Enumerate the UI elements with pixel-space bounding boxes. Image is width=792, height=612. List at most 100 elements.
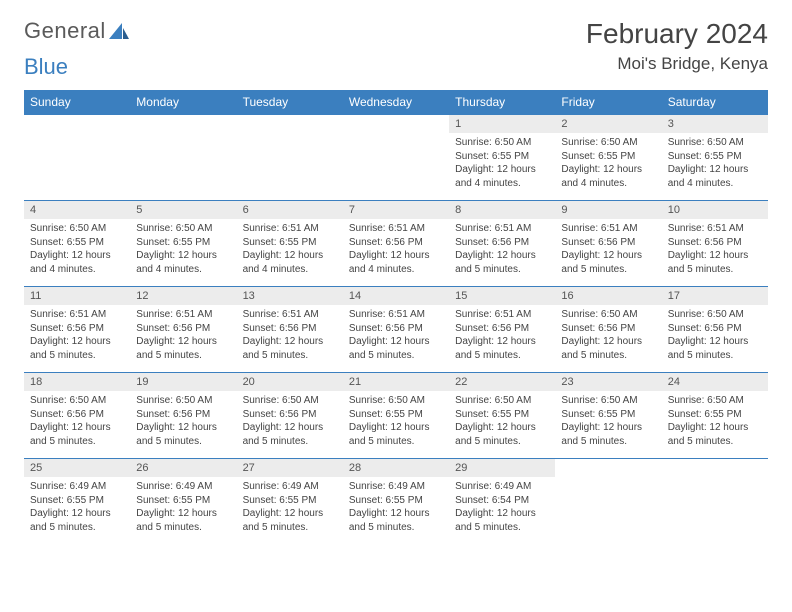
day-number: 2 [555, 115, 661, 133]
day-of-week-header: Wednesday [343, 90, 449, 114]
calendar-cell: 19Sunrise: 6:50 AMSunset: 6:56 PMDayligh… [130, 372, 236, 458]
calendar-cell [555, 458, 661, 544]
calendar-cell: 17Sunrise: 6:50 AMSunset: 6:56 PMDayligh… [662, 286, 768, 372]
day-number: 10 [662, 201, 768, 219]
day-number: 19 [130, 373, 236, 391]
day-info: Sunrise: 6:50 AMSunset: 6:55 PMDaylight:… [555, 133, 661, 196]
day-number: 24 [662, 373, 768, 391]
day-number: 14 [343, 287, 449, 305]
day-info: Sunrise: 6:50 AMSunset: 6:56 PMDaylight:… [130, 391, 236, 454]
day-of-week-header: Saturday [662, 90, 768, 114]
calendar-cell: 12Sunrise: 6:51 AMSunset: 6:56 PMDayligh… [130, 286, 236, 372]
day-number [662, 459, 768, 477]
day-number: 20 [237, 373, 343, 391]
day-info: Sunrise: 6:51 AMSunset: 6:56 PMDaylight:… [662, 219, 768, 282]
day-info: Sunrise: 6:49 AMSunset: 6:55 PMDaylight:… [343, 477, 449, 540]
day-info: Sunrise: 6:51 AMSunset: 6:56 PMDaylight:… [343, 219, 449, 282]
day-number [343, 115, 449, 133]
day-info: Sunrise: 6:50 AMSunset: 6:55 PMDaylight:… [130, 219, 236, 282]
day-info: Sunrise: 6:51 AMSunset: 6:55 PMDaylight:… [237, 219, 343, 282]
calendar-cell: 14Sunrise: 6:51 AMSunset: 6:56 PMDayligh… [343, 286, 449, 372]
day-info: Sunrise: 6:50 AMSunset: 6:55 PMDaylight:… [343, 391, 449, 454]
day-number: 28 [343, 459, 449, 477]
calendar-cell: 8Sunrise: 6:51 AMSunset: 6:56 PMDaylight… [449, 200, 555, 286]
calendar-cell: 4Sunrise: 6:50 AMSunset: 6:55 PMDaylight… [24, 200, 130, 286]
day-info: Sunrise: 6:50 AMSunset: 6:56 PMDaylight:… [555, 305, 661, 368]
calendar-grid: SundayMondayTuesdayWednesdayThursdayFrid… [24, 90, 768, 544]
day-info: Sunrise: 6:50 AMSunset: 6:55 PMDaylight:… [449, 133, 555, 196]
calendar-cell: 10Sunrise: 6:51 AMSunset: 6:56 PMDayligh… [662, 200, 768, 286]
day-number [130, 115, 236, 133]
day-info: Sunrise: 6:51 AMSunset: 6:56 PMDaylight:… [449, 305, 555, 368]
calendar-cell: 5Sunrise: 6:50 AMSunset: 6:55 PMDaylight… [130, 200, 236, 286]
day-info: Sunrise: 6:51 AMSunset: 6:56 PMDaylight:… [237, 305, 343, 368]
calendar-cell: 13Sunrise: 6:51 AMSunset: 6:56 PMDayligh… [237, 286, 343, 372]
calendar-cell [130, 114, 236, 200]
day-number: 23 [555, 373, 661, 391]
day-info: Sunrise: 6:51 AMSunset: 6:56 PMDaylight:… [130, 305, 236, 368]
day-number [24, 115, 130, 133]
day-number: 22 [449, 373, 555, 391]
day-number: 11 [24, 287, 130, 305]
calendar-cell [662, 458, 768, 544]
day-number: 25 [24, 459, 130, 477]
day-number: 5 [130, 201, 236, 219]
day-number: 17 [662, 287, 768, 305]
day-number: 18 [24, 373, 130, 391]
calendar-cell [24, 114, 130, 200]
calendar-cell [237, 114, 343, 200]
day-info: Sunrise: 6:49 AMSunset: 6:54 PMDaylight:… [449, 477, 555, 540]
day-number: 15 [449, 287, 555, 305]
day-info: Sunrise: 6:50 AMSunset: 6:55 PMDaylight:… [662, 133, 768, 196]
day-info: Sunrise: 6:49 AMSunset: 6:55 PMDaylight:… [24, 477, 130, 540]
calendar-cell [343, 114, 449, 200]
day-number: 9 [555, 201, 661, 219]
calendar-cell: 7Sunrise: 6:51 AMSunset: 6:56 PMDaylight… [343, 200, 449, 286]
day-number: 16 [555, 287, 661, 305]
day-number: 21 [343, 373, 449, 391]
calendar-cell: 23Sunrise: 6:50 AMSunset: 6:55 PMDayligh… [555, 372, 661, 458]
day-number: 12 [130, 287, 236, 305]
calendar-cell: 20Sunrise: 6:50 AMSunset: 6:56 PMDayligh… [237, 372, 343, 458]
day-number: 26 [130, 459, 236, 477]
calendar-cell: 25Sunrise: 6:49 AMSunset: 6:55 PMDayligh… [24, 458, 130, 544]
day-info: Sunrise: 6:49 AMSunset: 6:55 PMDaylight:… [237, 477, 343, 540]
calendar-cell: 28Sunrise: 6:49 AMSunset: 6:55 PMDayligh… [343, 458, 449, 544]
calendar-cell: 16Sunrise: 6:50 AMSunset: 6:56 PMDayligh… [555, 286, 661, 372]
logo-word-blue: Blue [24, 54, 768, 80]
month-title: February 2024 [586, 18, 768, 50]
day-number: 3 [662, 115, 768, 133]
calendar-cell: 3Sunrise: 6:50 AMSunset: 6:55 PMDaylight… [662, 114, 768, 200]
day-number [555, 459, 661, 477]
calendar-cell: 27Sunrise: 6:49 AMSunset: 6:55 PMDayligh… [237, 458, 343, 544]
calendar-cell: 9Sunrise: 6:51 AMSunset: 6:56 PMDaylight… [555, 200, 661, 286]
day-info: Sunrise: 6:50 AMSunset: 6:55 PMDaylight:… [449, 391, 555, 454]
day-info: Sunrise: 6:51 AMSunset: 6:56 PMDaylight:… [449, 219, 555, 282]
day-number: 6 [237, 201, 343, 219]
day-of-week-header: Thursday [449, 90, 555, 114]
calendar-cell: 1Sunrise: 6:50 AMSunset: 6:55 PMDaylight… [449, 114, 555, 200]
day-info: Sunrise: 6:51 AMSunset: 6:56 PMDaylight:… [555, 219, 661, 282]
calendar-cell: 2Sunrise: 6:50 AMSunset: 6:55 PMDaylight… [555, 114, 661, 200]
calendar-cell: 21Sunrise: 6:50 AMSunset: 6:55 PMDayligh… [343, 372, 449, 458]
day-of-week-header: Friday [555, 90, 661, 114]
logo-word-general: General [24, 18, 106, 44]
day-info: Sunrise: 6:50 AMSunset: 6:55 PMDaylight:… [662, 391, 768, 454]
calendar-cell: 15Sunrise: 6:51 AMSunset: 6:56 PMDayligh… [449, 286, 555, 372]
day-number: 7 [343, 201, 449, 219]
day-number: 29 [449, 459, 555, 477]
day-info: Sunrise: 6:50 AMSunset: 6:55 PMDaylight:… [24, 219, 130, 282]
day-info: Sunrise: 6:49 AMSunset: 6:55 PMDaylight:… [130, 477, 236, 540]
day-number: 8 [449, 201, 555, 219]
calendar-cell: 11Sunrise: 6:51 AMSunset: 6:56 PMDayligh… [24, 286, 130, 372]
day-number: 1 [449, 115, 555, 133]
calendar-cell: 26Sunrise: 6:49 AMSunset: 6:55 PMDayligh… [130, 458, 236, 544]
day-info: Sunrise: 6:51 AMSunset: 6:56 PMDaylight:… [24, 305, 130, 368]
day-info: Sunrise: 6:50 AMSunset: 6:56 PMDaylight:… [24, 391, 130, 454]
day-info: Sunrise: 6:50 AMSunset: 6:56 PMDaylight:… [662, 305, 768, 368]
day-of-week-header: Sunday [24, 90, 130, 114]
calendar-cell: 6Sunrise: 6:51 AMSunset: 6:55 PMDaylight… [237, 200, 343, 286]
calendar-cell: 24Sunrise: 6:50 AMSunset: 6:55 PMDayligh… [662, 372, 768, 458]
day-of-week-header: Tuesday [237, 90, 343, 114]
day-of-week-header: Monday [130, 90, 236, 114]
